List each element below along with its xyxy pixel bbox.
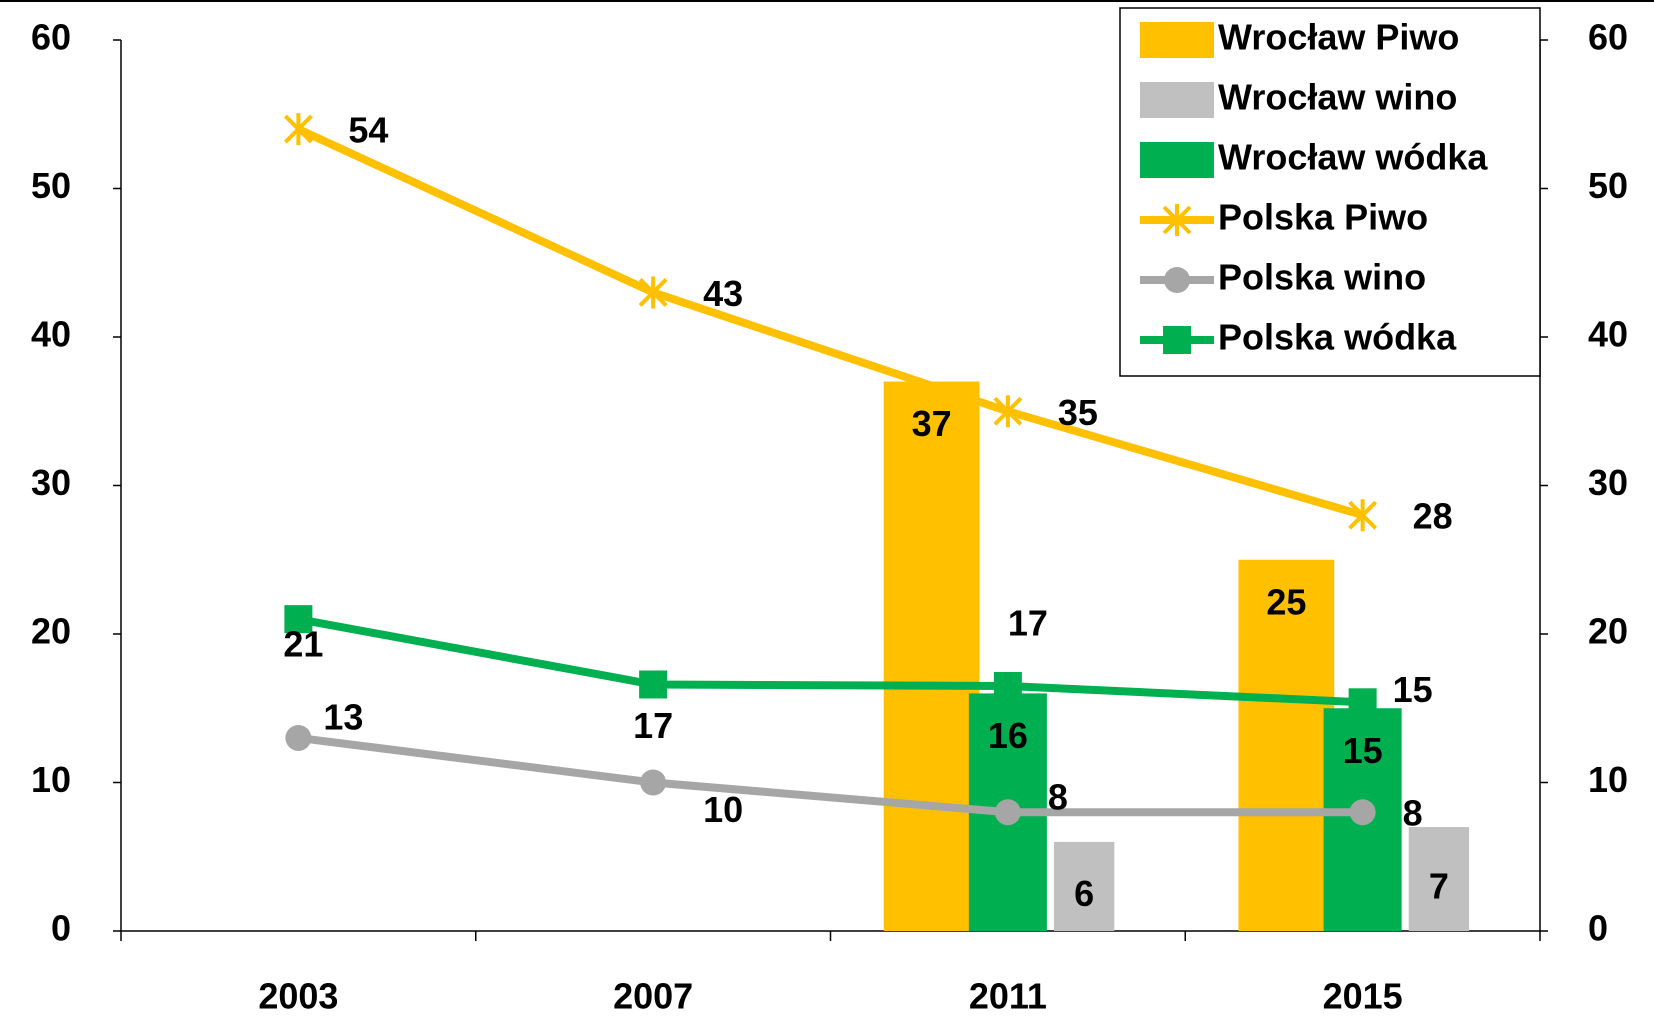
y2-tick-label: 10	[1588, 759, 1628, 800]
y2-tick-label: 20	[1588, 611, 1628, 652]
marker	[993, 395, 1023, 428]
data-label: 7	[1429, 866, 1449, 907]
marker	[283, 113, 313, 146]
legend-label: Wrocław wódka	[1218, 137, 1488, 178]
line	[297, 615, 1363, 707]
marker	[285, 724, 312, 751]
marker	[1348, 688, 1377, 717]
line	[297, 733, 1363, 817]
y2-tick-label: 50	[1588, 165, 1628, 206]
x-tick-label: 2003	[258, 976, 338, 1017]
legend-swatch	[1140, 142, 1214, 178]
y2-tick-label: 0	[1588, 908, 1608, 949]
y-tick-label: 40	[31, 314, 71, 355]
data-label: 8	[1403, 793, 1423, 834]
data-label: 25	[1266, 581, 1306, 622]
marker	[1162, 204, 1192, 236]
bar	[1238, 559, 1335, 931]
data-label: 43	[703, 273, 743, 314]
y2-tick-label: 60	[1588, 17, 1628, 58]
y-tick-label: 0	[51, 908, 71, 949]
marker	[993, 671, 1022, 700]
legend-label: Wrocław wino	[1218, 77, 1457, 118]
data-label: 10	[703, 789, 743, 830]
y-tick-label: 10	[31, 759, 71, 800]
x-tick-label: 2011	[969, 976, 1047, 1017]
marker	[640, 769, 667, 796]
marker	[994, 799, 1021, 826]
y-tick-label: 60	[31, 17, 71, 58]
legend-label: Polska wino	[1218, 257, 1426, 298]
marker	[639, 670, 668, 699]
y-tick-label: 50	[31, 165, 71, 206]
marker	[638, 276, 668, 309]
data-label: 13	[323, 696, 363, 737]
bar	[1408, 827, 1470, 931]
legend-label: Polska wódka	[1218, 317, 1457, 358]
line	[296, 125, 1364, 520]
y2-tick-label: 40	[1588, 314, 1628, 355]
y2-tick-label: 30	[1588, 462, 1628, 503]
data-label: 21	[283, 624, 323, 665]
bar	[1053, 841, 1115, 931]
data-label: 17	[1008, 602, 1048, 643]
data-label: 17	[633, 705, 673, 746]
y-tick-label: 20	[31, 611, 71, 652]
data-label: 28	[1413, 496, 1453, 537]
legend: Wrocław Piwo Wrocław wino Wrocław wódka Pol…	[1119, 7, 1541, 377]
y-tick-label: 30	[31, 462, 71, 503]
legend-label: Polska Piwo	[1218, 197, 1428, 238]
bar	[883, 381, 980, 931]
legend-box	[1119, 7, 1541, 377]
marker	[1349, 799, 1376, 826]
data-label: 35	[1058, 392, 1098, 433]
data-label: 54	[348, 110, 388, 151]
data-label: 6	[1074, 873, 1094, 914]
marker	[1164, 267, 1190, 293]
x-tick-label: 2015	[1323, 976, 1403, 1017]
x-tick-label: 2007	[613, 976, 693, 1017]
marker	[1348, 499, 1378, 532]
data-label: 16	[988, 715, 1028, 756]
data-label: 8	[1048, 777, 1068, 818]
marker	[284, 605, 313, 634]
legend-swatch	[1140, 22, 1214, 58]
data-label: 15	[1393, 669, 1433, 710]
legend-label: Wrocław Piwo	[1218, 17, 1459, 58]
data-label: 37	[912, 403, 952, 444]
marker	[1163, 326, 1191, 354]
legend-swatch	[1140, 82, 1214, 118]
data-label: 15	[1343, 730, 1383, 771]
